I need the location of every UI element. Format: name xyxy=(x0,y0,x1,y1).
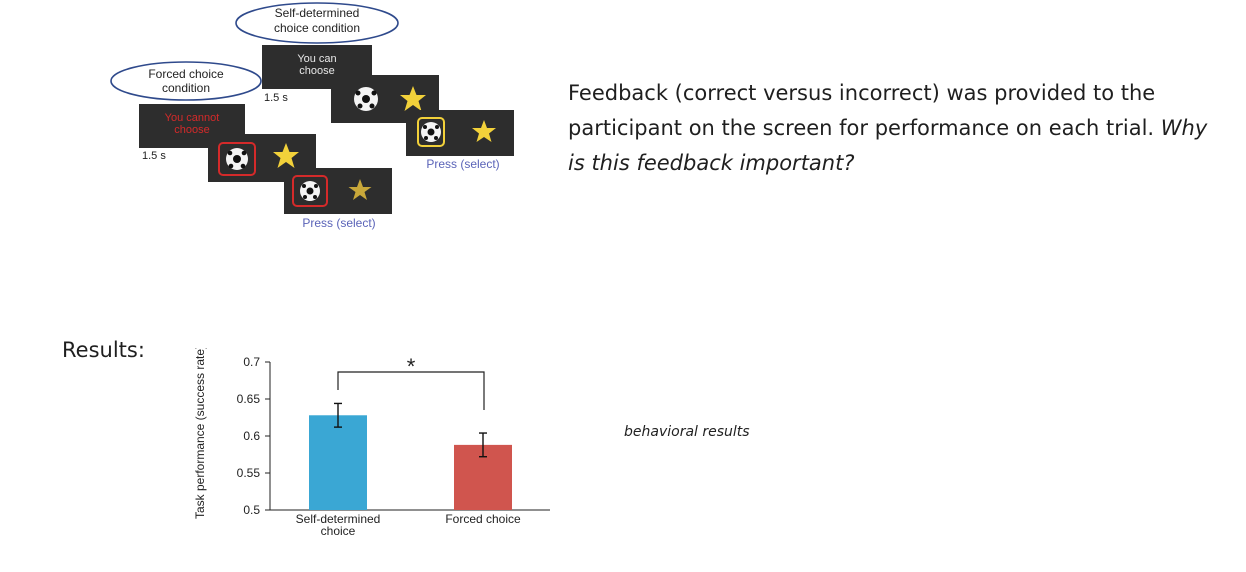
you-can-choose-text-line1: You can xyxy=(297,53,336,65)
y-tick-label: 0.55 xyxy=(237,466,261,480)
forced-choice-ellipse xyxy=(110,61,262,101)
selection-frame-red xyxy=(218,142,256,176)
star-icon xyxy=(400,86,426,111)
duration-label-2: 1.5 s xyxy=(142,150,166,162)
y-tick-label: 0.6 xyxy=(243,429,260,443)
self-determined-label-line2: choice condition xyxy=(274,21,360,35)
soccer-ball-icon xyxy=(421,122,441,142)
feedback-text-normal: Feedback (correct versus incorrect) was … xyxy=(568,81,1161,140)
y-axis-label: Task performance (success rate) xyxy=(193,348,207,519)
selection-frame-yellow xyxy=(417,117,445,147)
bar xyxy=(309,415,367,510)
you-can-choose-text-line2: choose xyxy=(299,65,334,77)
significance-marker: * xyxy=(407,354,416,379)
star-icon xyxy=(472,120,496,142)
star-icon xyxy=(348,179,372,200)
x-category-label: choice xyxy=(321,524,356,538)
star-icon xyxy=(273,143,299,168)
x-category-label: Forced choice xyxy=(445,512,521,526)
chart-caption: behavioral results xyxy=(624,424,750,440)
feedback-text: Feedback (correct versus incorrect) was … xyxy=(568,76,1208,181)
soccer-ball-icon xyxy=(300,181,320,201)
you-cannot-choose-text-line1: You cannot xyxy=(165,112,220,124)
press-select-label-2: Press (select) xyxy=(302,216,375,230)
feedback-question: Why is this feedback important? xyxy=(568,116,1208,175)
selection-frame-red-2 xyxy=(292,175,328,207)
significance-bracket xyxy=(337,371,485,410)
self-determined-label-line1: Self-determined xyxy=(275,6,360,20)
x-category-label: Self-determined xyxy=(296,512,381,526)
behavioral-results-chart: Task performance (success rate) 0.5 0.55 0… xyxy=(193,348,550,538)
y-tick-label: 0.65 xyxy=(237,392,261,406)
press-select-label-1: Press (select) xyxy=(426,157,499,171)
soccer-ball-icon xyxy=(354,87,378,111)
self-determined-ellipse xyxy=(235,2,399,44)
forced-choice-label-line1: Forced choice xyxy=(148,67,224,81)
you-cannot-choose-text-line2: choose xyxy=(174,124,209,136)
soccer-ball-icon xyxy=(226,148,248,170)
duration-label-1: 1.5 s xyxy=(264,92,288,104)
y-tick-label: 0.7 xyxy=(243,355,260,369)
y-tick-label: 0.5 xyxy=(243,503,260,517)
task-diagram: Self-determined choice condition You can… xyxy=(110,2,514,230)
forced-choice-label-line2: condition xyxy=(162,81,210,95)
results-label: Results: xyxy=(62,338,145,362)
